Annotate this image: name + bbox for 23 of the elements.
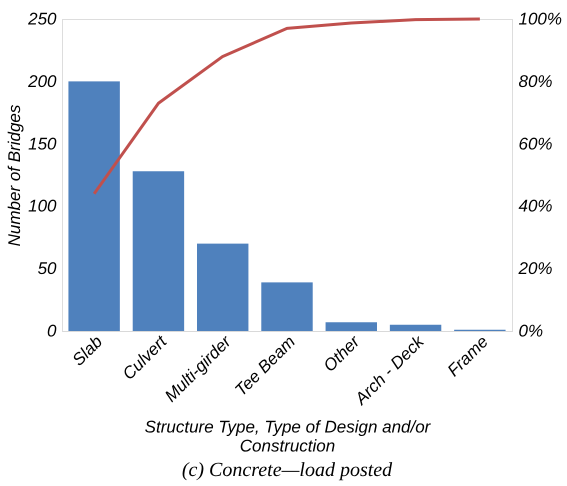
- y-tick-label: 50: [38, 259, 58, 278]
- y-tick-label: 0: [47, 322, 58, 340]
- bar: [68, 81, 120, 331]
- y2-tick-label: 0%: [518, 322, 544, 340]
- bar: [132, 171, 184, 331]
- y-tick-label: 250: [27, 10, 58, 28]
- y2-tick-label: 80%: [518, 72, 553, 91]
- y2-tick-label: 100%: [518, 10, 562, 28]
- bar: [261, 282, 313, 331]
- text: (c) Concrete—load posted: [182, 459, 394, 482]
- y-axis-title: Number of Bridges: [5, 104, 24, 246]
- y-tick-label: 200: [27, 72, 58, 91]
- y-tick-label: 150: [28, 134, 58, 154]
- y2-tick-label: 60%: [518, 134, 553, 154]
- y-tick-label: 100: [28, 196, 58, 216]
- y2-tick-label: 20%: [518, 259, 553, 278]
- bar: [326, 322, 377, 331]
- bar: [197, 244, 248, 331]
- bar: [390, 324, 442, 331]
- y2-tick-label: 40%: [518, 196, 553, 216]
- x-tick-label: Slab: [68, 332, 106, 370]
- x-axis-title: Structure Type, Type of Design and/or Construction: [144, 418, 432, 456]
- line-series: [92, 18, 482, 196]
